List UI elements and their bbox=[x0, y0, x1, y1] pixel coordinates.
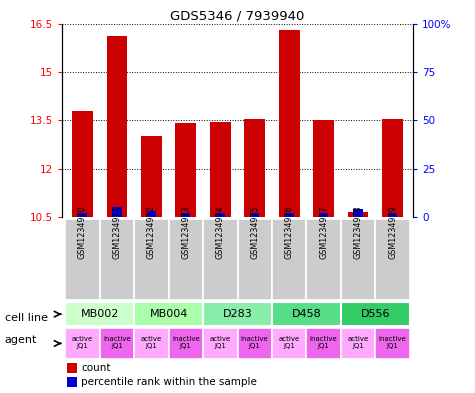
Text: active
JQ1: active JQ1 bbox=[348, 336, 369, 349]
FancyBboxPatch shape bbox=[272, 327, 306, 360]
FancyBboxPatch shape bbox=[65, 303, 134, 326]
Bar bbox=[112, 207, 122, 217]
FancyBboxPatch shape bbox=[238, 219, 272, 300]
FancyBboxPatch shape bbox=[272, 219, 306, 300]
Bar bbox=[319, 213, 328, 217]
Bar bbox=[382, 119, 403, 217]
FancyBboxPatch shape bbox=[306, 219, 341, 300]
FancyBboxPatch shape bbox=[134, 219, 169, 300]
Text: MB002: MB002 bbox=[80, 309, 119, 319]
Text: D283: D283 bbox=[223, 309, 252, 319]
Bar bbox=[250, 213, 259, 217]
FancyBboxPatch shape bbox=[375, 327, 410, 360]
Bar bbox=[279, 30, 300, 217]
Text: inactive
JQ1: inactive JQ1 bbox=[241, 336, 268, 349]
FancyBboxPatch shape bbox=[306, 327, 341, 360]
Text: active
JQ1: active JQ1 bbox=[209, 336, 231, 349]
FancyBboxPatch shape bbox=[238, 327, 272, 360]
FancyBboxPatch shape bbox=[169, 219, 203, 300]
Text: GSM1234972: GSM1234972 bbox=[147, 206, 156, 259]
FancyBboxPatch shape bbox=[65, 219, 100, 300]
Bar bbox=[72, 110, 93, 217]
FancyBboxPatch shape bbox=[100, 219, 134, 300]
FancyBboxPatch shape bbox=[134, 303, 203, 326]
Bar bbox=[353, 209, 363, 217]
Bar bbox=[388, 213, 397, 217]
Bar bbox=[147, 211, 156, 217]
Bar bbox=[314, 120, 334, 217]
Bar bbox=[210, 122, 230, 217]
FancyBboxPatch shape bbox=[203, 219, 238, 300]
FancyBboxPatch shape bbox=[375, 219, 410, 300]
Text: count: count bbox=[81, 363, 111, 373]
FancyBboxPatch shape bbox=[341, 219, 375, 300]
Bar bbox=[181, 213, 190, 217]
Text: active
JQ1: active JQ1 bbox=[72, 336, 93, 349]
FancyBboxPatch shape bbox=[272, 303, 341, 326]
Text: GSM1234974: GSM1234974 bbox=[216, 206, 225, 259]
FancyBboxPatch shape bbox=[100, 327, 134, 360]
Text: MB004: MB004 bbox=[150, 309, 188, 319]
Bar bbox=[245, 119, 265, 217]
Bar bbox=[67, 363, 77, 373]
Text: cell line: cell line bbox=[5, 312, 48, 323]
Bar bbox=[285, 213, 294, 217]
Text: active
JQ1: active JQ1 bbox=[278, 336, 300, 349]
Text: GSM1234970: GSM1234970 bbox=[78, 206, 87, 259]
Text: GSM1234975: GSM1234975 bbox=[250, 206, 259, 259]
Text: agent: agent bbox=[5, 335, 37, 345]
Text: D556: D556 bbox=[361, 309, 390, 319]
Text: inactive
JQ1: inactive JQ1 bbox=[379, 336, 407, 349]
FancyBboxPatch shape bbox=[65, 327, 100, 360]
Text: inactive
JQ1: inactive JQ1 bbox=[310, 336, 338, 349]
Bar bbox=[141, 136, 162, 217]
Text: inactive
JQ1: inactive JQ1 bbox=[172, 336, 200, 349]
Bar bbox=[67, 376, 77, 387]
Text: inactive
JQ1: inactive JQ1 bbox=[103, 336, 131, 349]
Text: GSM1234977: GSM1234977 bbox=[319, 206, 328, 259]
FancyBboxPatch shape bbox=[169, 327, 203, 360]
FancyBboxPatch shape bbox=[341, 327, 375, 360]
Bar bbox=[175, 123, 196, 217]
Text: D458: D458 bbox=[292, 309, 321, 319]
FancyBboxPatch shape bbox=[134, 327, 169, 360]
Text: percentile rank within the sample: percentile rank within the sample bbox=[81, 377, 257, 387]
Text: active
JQ1: active JQ1 bbox=[141, 336, 162, 349]
Text: GSM1234971: GSM1234971 bbox=[113, 206, 122, 259]
Title: GDS5346 / 7939940: GDS5346 / 7939940 bbox=[171, 9, 304, 22]
FancyBboxPatch shape bbox=[203, 303, 272, 326]
Bar bbox=[78, 213, 87, 217]
FancyBboxPatch shape bbox=[203, 327, 238, 360]
Bar bbox=[106, 37, 127, 217]
Text: GSM1234976: GSM1234976 bbox=[285, 206, 294, 259]
Text: GSM1234978: GSM1234978 bbox=[353, 206, 362, 259]
Text: GSM1234979: GSM1234979 bbox=[388, 206, 397, 259]
FancyBboxPatch shape bbox=[341, 303, 410, 326]
Bar bbox=[216, 213, 225, 217]
Bar bbox=[348, 212, 369, 217]
Text: GSM1234973: GSM1234973 bbox=[181, 206, 190, 259]
